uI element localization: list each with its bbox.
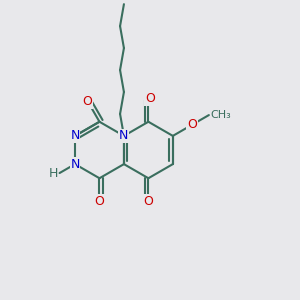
- Text: N: N: [70, 129, 80, 142]
- Text: H: H: [49, 167, 58, 179]
- Text: O: O: [143, 195, 153, 208]
- Text: O: O: [187, 118, 197, 131]
- Text: O: O: [82, 95, 92, 108]
- Text: O: O: [145, 92, 155, 105]
- Text: O: O: [94, 195, 104, 208]
- Text: N: N: [70, 158, 80, 171]
- Text: CH₃: CH₃: [210, 110, 231, 120]
- Text: N: N: [119, 129, 129, 142]
